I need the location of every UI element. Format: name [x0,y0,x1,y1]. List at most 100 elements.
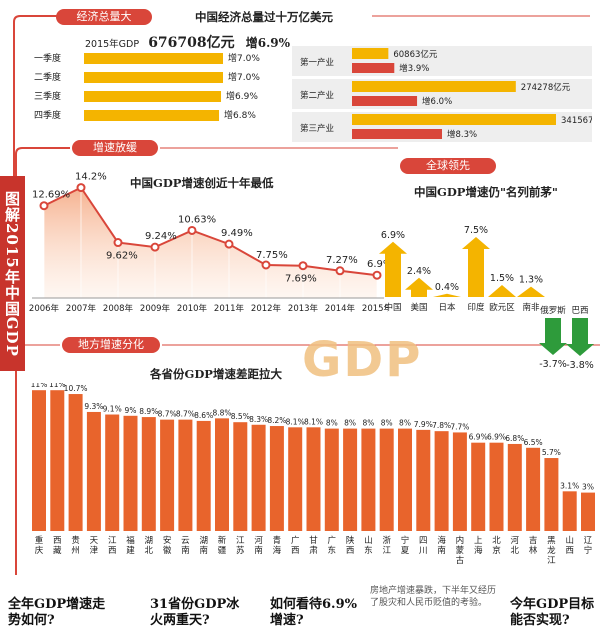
gdp-growth: 增6.9% [245,36,291,50]
trend-value-label: 7.27% [326,255,358,266]
province-name-char: 湖 [145,536,154,546]
province-name-char: 海 [437,535,446,546]
province-name-char: 江 [382,546,391,556]
trend-year-label: 2012年 [251,303,282,314]
province-name-char: 江 [108,536,117,546]
global-decline-arrow [539,318,567,355]
link-provinces[interactable]: 31省份GDP冰火两重天? [150,597,240,628]
link-target[interactable]: 今年GDP目标能否实现? [510,597,595,628]
province-value-label: 8.2% [267,416,286,425]
province-bar [361,428,376,531]
global-growth-arrow [462,237,490,297]
province-name-char: 宁 [584,545,593,556]
province-name-char: 宁 [401,535,410,546]
industry-growth-bar [352,63,395,73]
province-value-label: 3% [582,483,594,492]
province-bar [288,427,303,531]
province-bar [306,427,321,531]
province-name-char: 陕 [346,535,355,546]
province-bar [50,390,65,531]
trend-point [298,261,308,271]
province-name-char: 辽 [584,536,593,546]
province-bar [196,420,211,531]
growth-trend-chart: 12.69% 2006年 14.2% 2007年 9.62% 2008年 9.24% 2009… [29,172,388,314]
global-country-label: 美国 [410,302,427,313]
global-value-label: 1.3% [519,275,543,286]
province-name-char: 浙 [382,535,391,546]
trend-year-label: 2013年 [288,303,319,314]
province-name-char: 安 [163,535,172,546]
industry-growth-label: 增3.9% [399,63,429,74]
global-decline-arrow [566,318,594,356]
province-value-label: 11% [49,383,66,389]
trend-point [261,260,271,270]
section-tag-slowdown: 增速放缓 [72,140,158,156]
quarter-bar [84,53,223,64]
province-value-label: 8.7% [158,410,177,419]
province-name-char: 徽 [163,545,172,556]
province-bar [379,428,394,531]
link-view-growth[interactable]: 如何看待6.9%增速? [270,597,357,628]
province-bar [178,419,193,531]
province-name-char: 肃 [309,545,318,556]
province-name-char: 津 [90,545,99,556]
province-name-char: 青 [273,535,282,546]
province-name-char: 建 [126,545,135,556]
province-name-char: 贵 [71,535,80,546]
global-value-label: 7.5% [464,225,488,236]
province-bar [215,418,229,531]
trend-point [335,266,345,276]
trend-value-label: 10.63% [178,214,216,225]
global-country-label: 欧元区 [489,302,515,313]
quarterly-growth-chart: 一季度 增7.0%二季度 增7.0%三季度 增6.9%四季度 增6.8% [34,52,260,121]
trend-point [150,242,160,252]
province-value-label: 7.7% [450,422,469,431]
industry-value-label: 274278亿元 [521,82,571,93]
trend-year-label: 2008年 [103,303,134,314]
province-name-char: 西 [53,536,62,546]
trend-year-label: 2015年 [362,303,388,314]
trend-point [224,239,234,249]
province-name-char: 川 [419,546,428,556]
trend-value-label: 9.49% [221,228,253,239]
trend-line [43,186,378,277]
link-real-estate[interactable]: 房地产增速暴跌，下半年又经历了股灾和人民币贬值的考验。 [370,586,497,608]
section-tag-economy-size: 经济总量大 [56,9,152,25]
province-value-label: 7.9% [414,420,433,429]
trend-year-label: 2009年 [140,303,171,314]
province-name-char: 黑 [547,536,556,546]
province-name-char: 南 [254,545,263,556]
province-name-char: 海 [474,545,483,556]
province-name-char: 西 [346,546,355,556]
province-name-char: 北 [492,536,501,546]
global-country-label: 南非 [522,302,540,313]
province-name-char: 南 [199,545,208,556]
province-name-char: 海 [273,545,282,556]
province-name-char: 四 [419,536,428,546]
province-name-char: 甘 [309,535,318,546]
province-value-label: 8.6% [194,411,213,420]
province-bar [123,415,138,531]
province-name-char: 东 [364,545,373,556]
province-value-label: 8% [399,419,411,428]
trend-value-label: 7.69% [285,274,317,285]
global-country-label: 巴西 [571,306,588,316]
province-bar [105,414,120,531]
link-annual-trend[interactable]: 全年GDP增速走势如何? [8,597,106,628]
province-name-char: 北 [145,546,154,556]
global-value-label: 1.5% [490,273,514,284]
trend-point [113,238,123,248]
trend-year-label: 2011年 [214,303,245,314]
province-value-label: 6.8% [505,434,524,443]
quarter-value-label: 增6.8% [224,109,256,121]
province-bar [471,442,486,531]
province-value-label: 8% [326,419,338,428]
province-name-char: 福 [126,535,135,546]
province-growth-chart: 11%重庆11%西藏10.7%贵州9.3%天津9.1%江西9%福建8.9%湖北8… [31,383,595,566]
province-value-label: 8% [381,419,393,428]
quarter-bar [84,91,222,102]
trend-area [44,187,377,298]
province-name-char: 蒙 [456,545,465,556]
global-growth-arrow [488,285,516,297]
